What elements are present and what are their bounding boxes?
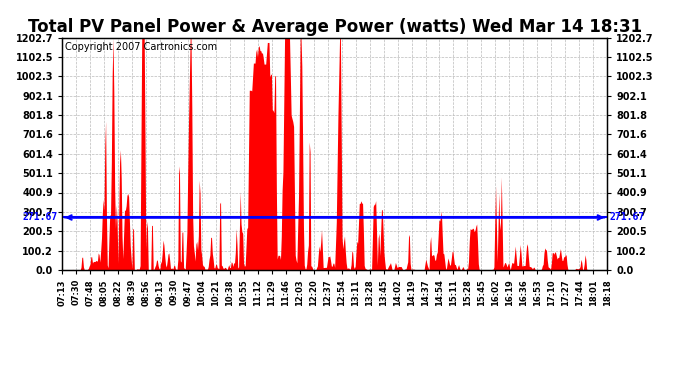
Text: 271.67: 271.67 (610, 213, 645, 222)
Text: Copyright 2007 Cartronics.com: Copyright 2007 Cartronics.com (65, 42, 217, 52)
Title: Total PV Panel Power & Average Power (watts) Wed Mar 14 18:31: Total PV Panel Power & Average Power (wa… (28, 18, 642, 36)
Text: 271.67: 271.67 (23, 213, 58, 222)
